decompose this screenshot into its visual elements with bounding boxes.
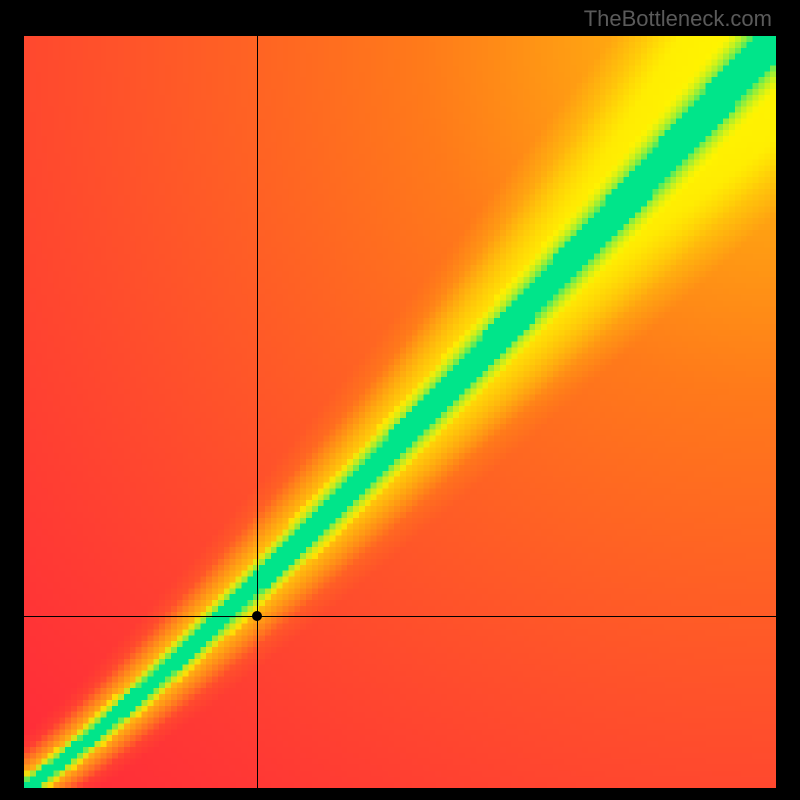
crosshair-vertical	[257, 36, 258, 788]
plot-area	[24, 36, 776, 788]
crosshair-marker	[252, 611, 262, 621]
crosshair-horizontal	[24, 616, 776, 617]
bottleneck-heatmap	[24, 36, 776, 788]
watermark-text: TheBottleneck.com	[584, 6, 772, 32]
